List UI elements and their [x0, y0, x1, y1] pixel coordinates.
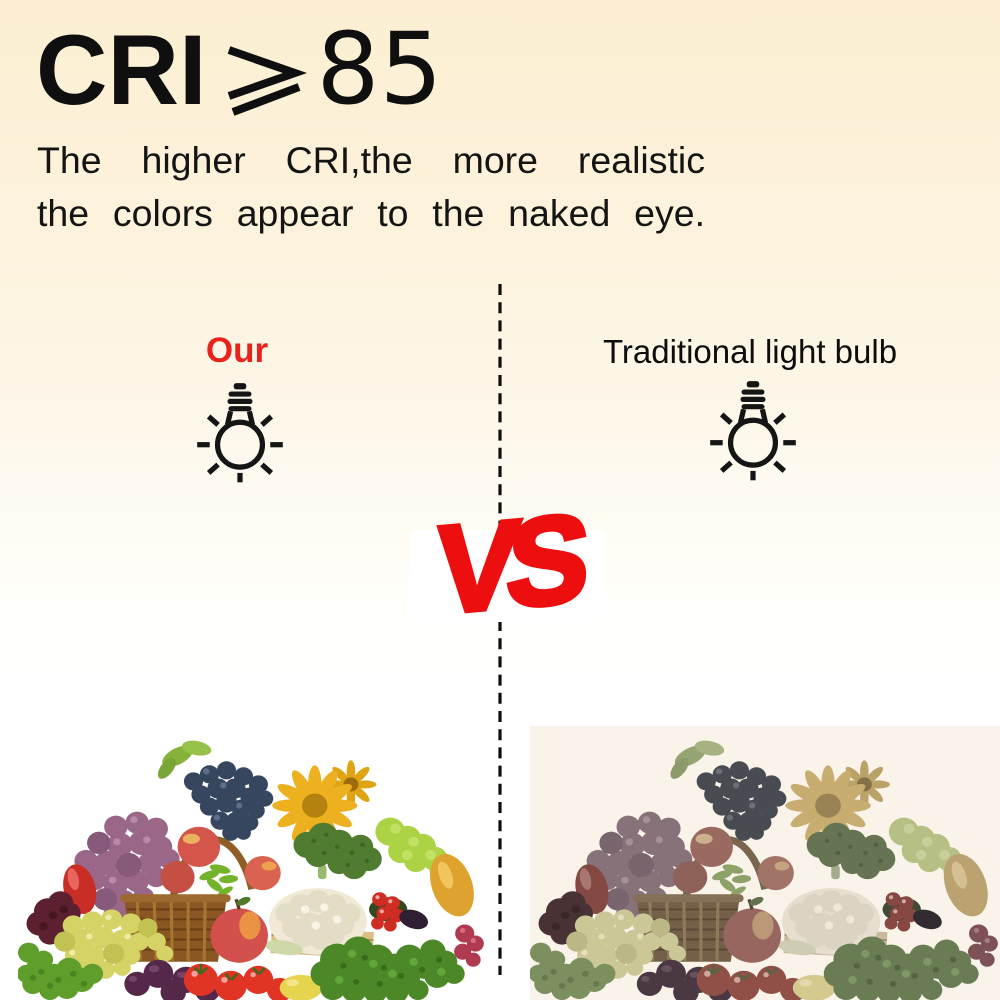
our-light-bulb-icon — [193, 381, 287, 485]
versus-badge: VS — [402, 487, 612, 652]
versus-background — [410, 530, 605, 622]
traditional-light-bulb-icon — [706, 379, 800, 483]
greater-equal-icon — [227, 46, 307, 116]
versus-label: VS — [430, 487, 583, 643]
subtitle-line-2: the colors appear to the naked eye. — [37, 192, 705, 234]
vertical-dashed-line — [498, 284, 502, 975]
our-label: Our — [205, 331, 269, 370]
page-title: CRI ⩾ 85 — [36, 18, 442, 122]
title-value: 85 — [316, 12, 443, 127]
left-photo — [18, 726, 486, 1000]
right-photo — [530, 726, 1000, 1000]
vegetables-illustration — [530, 726, 1000, 1000]
traditional-label: Traditional light bulb — [602, 333, 898, 370]
subtitle: The higher CRI,the more realistic the co… — [37, 134, 705, 240]
title-prefix: CRI — [36, 14, 207, 125]
subtitle-line-1: The higher CRI,the more realistic — [37, 139, 705, 181]
vegetables-illustration — [18, 726, 486, 1000]
